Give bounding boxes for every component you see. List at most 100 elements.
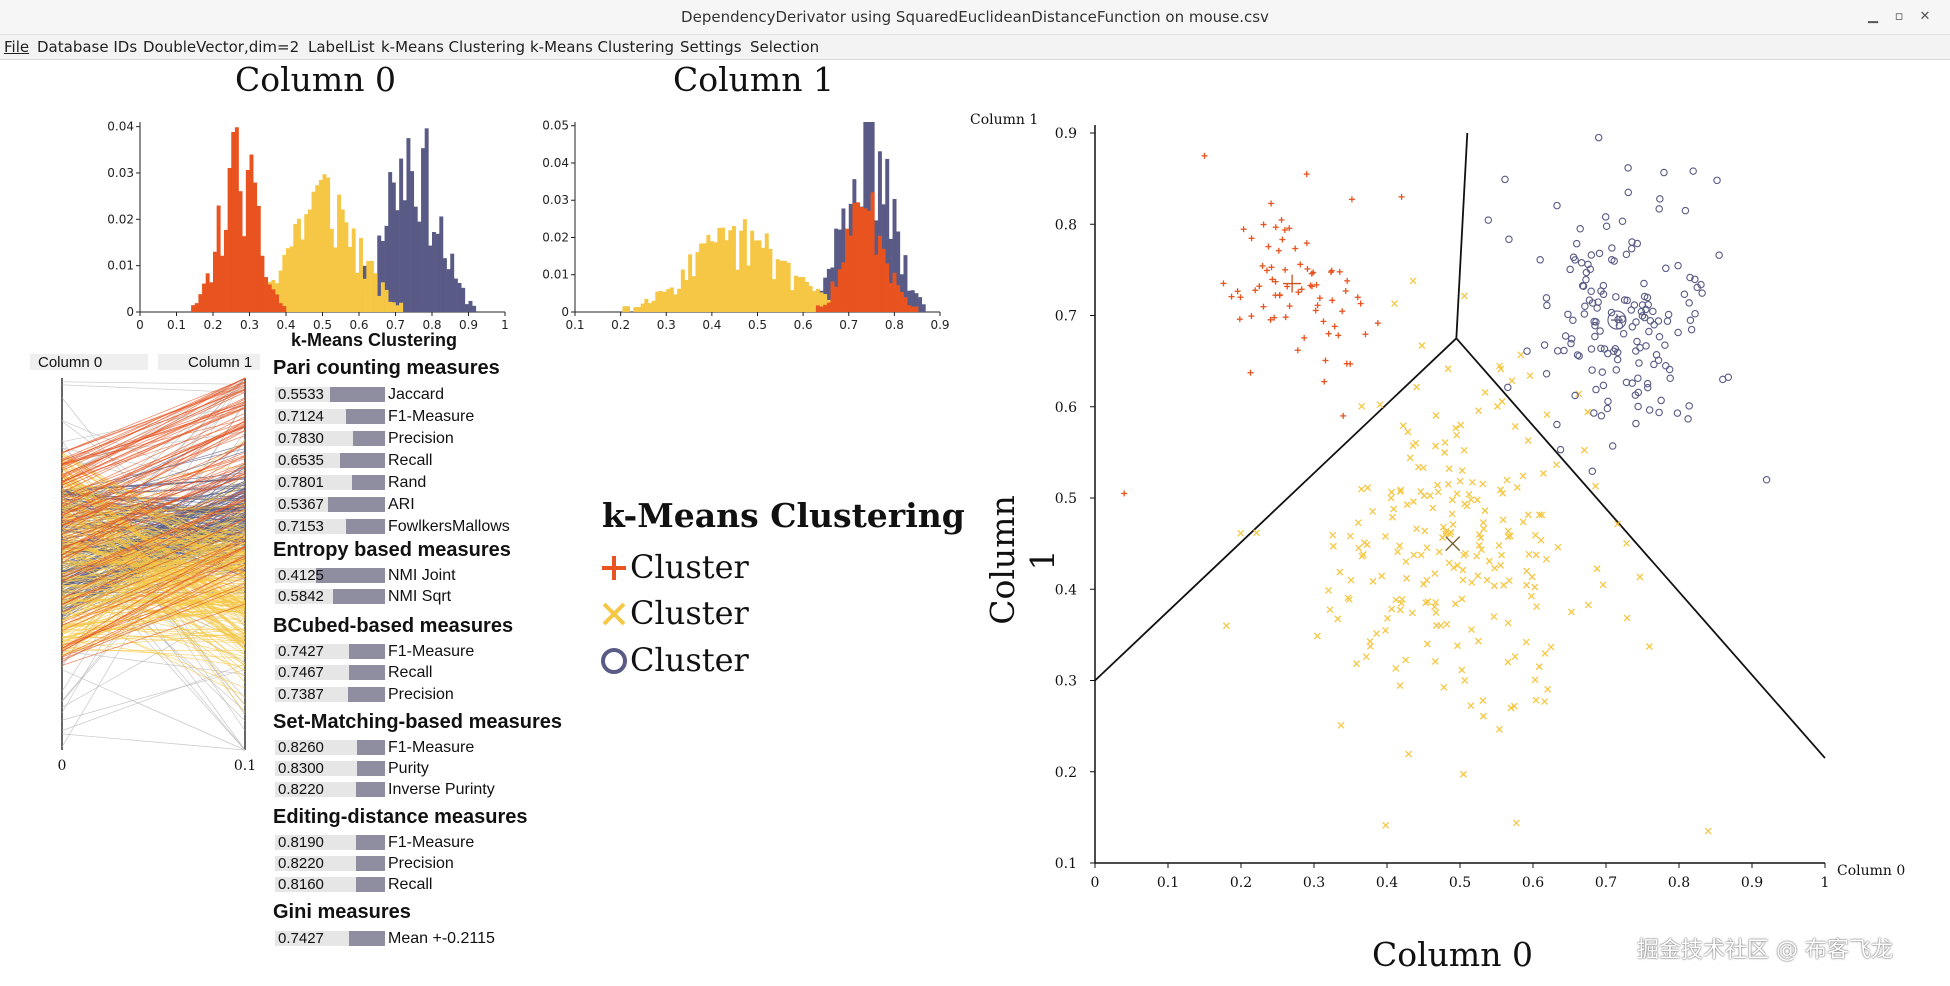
data-point: [1408, 609, 1416, 617]
measure-label: Inverse Purinty: [388, 781, 495, 798]
data-point: [1348, 196, 1355, 203]
hist-bar: [903, 255, 908, 312]
scatter-x-tick-label: 0.6: [1522, 875, 1544, 891]
menu-labellist[interactable]: LabelList: [308, 38, 375, 56]
pc-line: [61, 572, 246, 608]
hist-bar: [695, 252, 700, 312]
hist-bar: [373, 273, 378, 312]
hist-bar: [293, 224, 298, 312]
data-point: [1276, 291, 1283, 298]
hist-bar: [655, 291, 660, 312]
pc-line: [61, 388, 246, 462]
measure-value: 0.5367: [278, 496, 324, 513]
menu-database-ids[interactable]: Database IDs: [37, 38, 138, 56]
hist-bar: [227, 167, 232, 312]
data-point: [1661, 341, 1669, 349]
menu-file[interactable]: File: [4, 38, 30, 56]
data-point: [1396, 682, 1404, 690]
hist-bar: [910, 306, 915, 312]
data-point: [1312, 307, 1319, 314]
data-point: [1531, 583, 1539, 591]
parallel-coordinates-plot[interactable]: 1 0 0.9 0.1: [30, 370, 275, 780]
data-point: [1260, 221, 1267, 228]
data-point: [1369, 507, 1377, 515]
data-point: [1325, 330, 1332, 337]
hist-x-tick-label: 0.3: [240, 318, 259, 330]
menu-kmeans-2[interactable]: k-Means Clustering: [530, 38, 674, 56]
menu-kmeans-1[interactable]: k-Means Clustering: [381, 38, 525, 56]
hist-bar: [377, 235, 382, 312]
hist-bar: [750, 230, 755, 312]
menu-selection[interactable]: Selection: [750, 38, 820, 56]
hist-bar: [410, 171, 415, 312]
data-point: [1592, 482, 1600, 490]
pc-line: [61, 463, 246, 545]
data-point: [1681, 206, 1690, 215]
histogram-column0[interactable]: 0 0.01 0.02 0.03 0.04 0 0.1 0.2 0.3 0.4 0.5 0.6 0.7 0…: [100, 110, 520, 330]
hist-bar: [464, 304, 469, 312]
data-point: [1685, 402, 1693, 410]
hist-bar: [326, 177, 331, 312]
data-point: [1485, 557, 1493, 565]
histogram-column1[interactable]: 0 0.01 0.02 0.03 0.04 0.05 0.1 0.2 0.3 0.4 0.5 0.6 0…: [535, 110, 955, 330]
data-point: [1392, 664, 1400, 672]
data-point: [1531, 531, 1539, 539]
hist-bar: [348, 247, 352, 312]
data-point: [1603, 404, 1612, 413]
hist-bar: [234, 127, 239, 313]
data-point: [1467, 496, 1475, 504]
hist-bar: [742, 219, 747, 312]
data-point: [1590, 317, 1598, 326]
data-point: [1336, 568, 1344, 576]
hist-bar: [311, 191, 316, 312]
scatter-y-tick-label: 0.5: [1055, 491, 1077, 507]
scatter-plot[interactable]: 0 0.1 0.2 0.3 0.4 0.5 0.6 0.7 0.8 0.9 1 0.1 0.2 0.3 0.…: [970, 95, 1940, 895]
data-point: [1500, 581, 1508, 589]
menu-settings[interactable]: Settings: [680, 38, 742, 56]
minimize-icon[interactable]: ▁: [1868, 9, 1878, 24]
measure-value: 0.8160: [278, 876, 324, 893]
data-point: [1298, 286, 1305, 293]
data-point: [1719, 375, 1727, 384]
data-point: [1664, 310, 1673, 319]
data-point: [1313, 632, 1321, 640]
pc-line: [61, 389, 246, 477]
data-point: [1581, 302, 1589, 310]
scatter-y-tick-label: 0.1: [1055, 856, 1077, 872]
pc-line: [61, 452, 246, 526]
hist-bar: [888, 238, 893, 312]
data-point: [1510, 702, 1518, 710]
hist-bar: [856, 202, 860, 312]
data-point: [1636, 343, 1644, 352]
data-point: [1649, 307, 1657, 316]
data-point: [1445, 465, 1453, 473]
data-point: [1662, 264, 1670, 273]
close-icon[interactable]: ✕: [1919, 9, 1931, 24]
hist-bar: [808, 285, 813, 312]
pc-line: [61, 663, 246, 731]
data-point: [1499, 489, 1507, 497]
hist-bar: [213, 251, 217, 312]
hist-bar: [797, 277, 802, 312]
data-point: [1440, 683, 1448, 691]
data-point: [1228, 293, 1235, 300]
hist-bar: [329, 228, 334, 312]
data-point: [1382, 626, 1389, 634]
data-point: [1634, 402, 1642, 411]
data-point: [1483, 576, 1491, 584]
centroid-marker: [1610, 314, 1623, 327]
pc-line: [61, 476, 246, 539]
maximize-icon[interactable]: ▫: [1894, 9, 1904, 24]
data-point: [1445, 559, 1453, 567]
data-point: [1618, 315, 1626, 323]
menu-doublevector[interactable]: DoubleVector,dim=2: [143, 38, 300, 56]
hist-bar: [724, 240, 729, 312]
data-point: [1624, 188, 1633, 197]
data-point: [1587, 345, 1596, 353]
hist-bar: [812, 291, 817, 312]
data-point: [1607, 308, 1616, 317]
data-point: [1347, 576, 1355, 584]
hist-bar: [344, 222, 349, 312]
data-point: [1362, 653, 1370, 661]
hist-bar: [837, 269, 842, 312]
